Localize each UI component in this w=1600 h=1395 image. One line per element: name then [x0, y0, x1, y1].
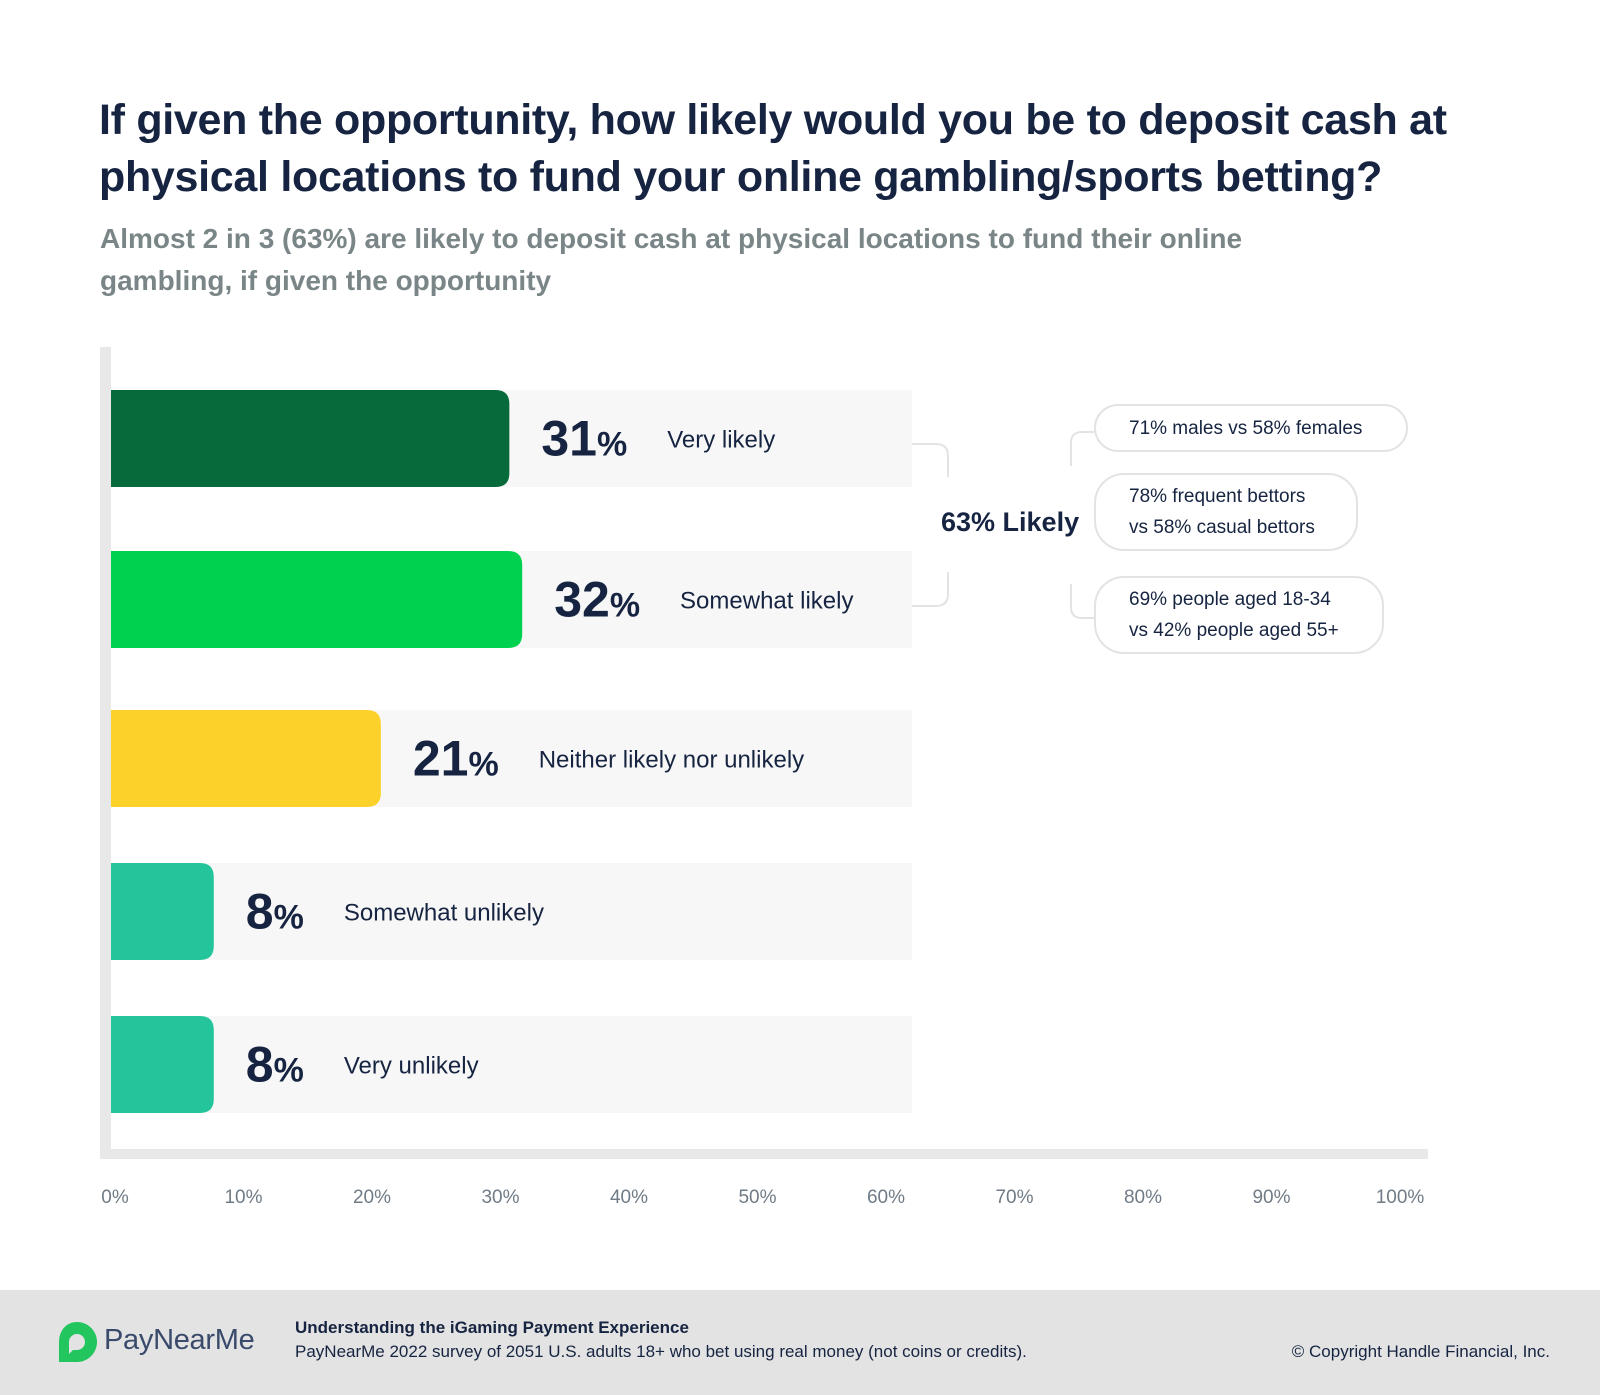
report-description: PayNearMe 2022 survey of 2051 U.S. adult… [295, 1342, 1027, 1361]
bar-value-label: 21% [413, 731, 499, 787]
callout-connector-top [1070, 431, 1094, 466]
x-tick-label: 40% [610, 1187, 648, 1208]
callout-frequency-line2: vs 58% casual bettors [1129, 517, 1315, 538]
chart-title: If given the opportunity, how likely wou… [99, 96, 1447, 201]
callout-frequency: 78% frequent bettors vs 58% casual betto… [1094, 473, 1358, 551]
chart-subtitle: Almost 2 in 3 (63%) are likely to deposi… [100, 223, 1243, 296]
x-tick-label: 80% [1124, 1187, 1162, 1208]
callout-gender-line1: 71% males vs 58% females [1129, 417, 1363, 439]
bar-value-label: 32% [554, 572, 640, 628]
bar [111, 863, 214, 960]
y-axis-line [100, 347, 111, 1159]
bar-value-label: 31% [541, 411, 627, 467]
footer: PayNearMe Understanding the iGaming Paym… [0, 1290, 1600, 1395]
bar-track [111, 863, 912, 960]
x-tick-label: 60% [867, 1187, 905, 1208]
likely-total-label: 63% Likely [941, 507, 1080, 537]
copyright: © Copyright Handle Financial, Inc. [1291, 1342, 1550, 1361]
x-tick-label: 50% [738, 1187, 776, 1208]
callout-age: 69% people aged 18-34 vs 42% people aged… [1094, 576, 1384, 654]
bar-chart: 31% Very likely 32% Somewhat likely 21% Neith… [100, 347, 1428, 1208]
callout-age-line2: vs 42% people aged 55+ [1129, 620, 1339, 641]
x-tick-label: 100% [1376, 1187, 1425, 1208]
x-axis-line [100, 1149, 1428, 1159]
bar-category-label: Somewhat unlikely [344, 900, 544, 927]
x-tick-label: 90% [1252, 1187, 1290, 1208]
bracket-top [912, 443, 949, 477]
x-tick-label: 70% [995, 1187, 1033, 1208]
bar-category-label: Very unlikely [344, 1053, 479, 1080]
bar [111, 1016, 214, 1113]
callout-connector-bottom [1070, 584, 1094, 619]
x-tick-label: 10% [224, 1187, 262, 1208]
bar-value-label: 8% [246, 884, 304, 940]
bar [111, 710, 381, 807]
paynearme-logo-icon [59, 1322, 97, 1362]
bar-category-label: Somewhat likely [680, 588, 853, 615]
brand-name: PayNearMe [104, 1324, 255, 1356]
bar-category-label: Neither likely nor unlikely [539, 747, 804, 774]
callout-frequency-line1: 78% frequent bettors [1129, 486, 1306, 507]
bar [111, 390, 510, 487]
bar [111, 551, 523, 648]
callout-age-line1: 69% people aged 18-34 [1129, 589, 1331, 610]
bar-track [111, 1016, 912, 1113]
x-tick-label: 20% [353, 1187, 391, 1208]
callout-gender: 71% males vs 58% females [1094, 404, 1408, 452]
x-tick-label: 30% [481, 1187, 519, 1208]
bracket-bottom [912, 572, 949, 607]
bar-category-label: Very likely [667, 427, 775, 454]
x-tick-label: 0% [101, 1187, 129, 1208]
bar-value-label: 8% [246, 1037, 304, 1093]
report-title: Understanding the iGaming Payment Experi… [295, 1318, 689, 1337]
